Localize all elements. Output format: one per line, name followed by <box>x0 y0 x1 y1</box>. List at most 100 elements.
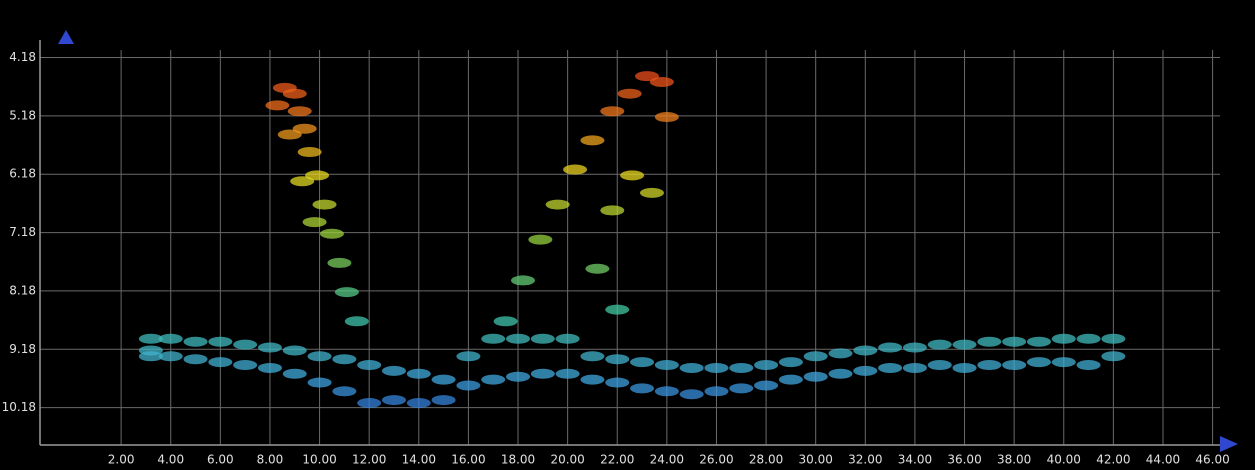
x-tick-label: 44.00 <box>1146 453 1180 467</box>
point <box>754 380 778 390</box>
x-tick-label: 20.00 <box>550 453 584 467</box>
y-tick-label: 4.18 <box>9 50 36 64</box>
chart: 2.004.006.008.0010.0012.0014.0016.0018.0… <box>0 0 1255 470</box>
point <box>481 334 505 344</box>
point <box>506 334 530 344</box>
point <box>630 383 654 393</box>
point <box>1052 357 1076 367</box>
y-tick-label: 8.18 <box>9 283 36 297</box>
x-tick-label: 4.00 <box>157 453 184 467</box>
point <box>432 375 456 385</box>
point <box>903 363 927 373</box>
x-tick-label: 16.00 <box>451 453 485 467</box>
point <box>580 375 604 385</box>
x-tick-label: 12.00 <box>352 453 386 467</box>
point <box>233 340 257 350</box>
point <box>878 343 902 353</box>
point <box>650 77 674 87</box>
point <box>456 380 480 390</box>
background <box>0 0 1255 470</box>
point <box>580 135 604 145</box>
point <box>655 360 679 370</box>
point <box>903 343 927 353</box>
y-tick-label: 10.18 <box>2 400 36 414</box>
point <box>308 378 332 388</box>
point <box>704 363 728 373</box>
x-tick-label: 26.00 <box>699 453 733 467</box>
point <box>953 340 977 350</box>
x-tick-label: 14.00 <box>402 453 436 467</box>
point <box>335 287 359 297</box>
point <box>630 357 654 367</box>
point <box>977 360 1001 370</box>
point <box>1027 337 1051 347</box>
point <box>704 386 728 396</box>
point <box>1101 334 1125 344</box>
point <box>1101 351 1125 361</box>
point <box>585 264 609 274</box>
x-tick-label: 46.00 <box>1195 453 1229 467</box>
point <box>382 366 406 376</box>
point <box>481 375 505 385</box>
point <box>332 354 356 364</box>
point <box>779 375 803 385</box>
point <box>327 258 351 268</box>
point <box>829 348 853 358</box>
point <box>853 366 877 376</box>
page: 2.004.006.008.0010.0012.0014.0016.0018.0… <box>0 0 1255 470</box>
x-tick-label: 2.00 <box>108 453 135 467</box>
point <box>754 360 778 370</box>
point <box>159 351 183 361</box>
x-tick-label: 24.00 <box>650 453 684 467</box>
y-tick-label: 6.18 <box>9 167 36 181</box>
point <box>556 334 580 344</box>
point <box>928 340 952 350</box>
point <box>407 369 431 379</box>
point <box>618 89 642 99</box>
point <box>407 398 431 408</box>
x-tick-label: 40.00 <box>1047 453 1081 467</box>
point <box>620 170 644 180</box>
point <box>258 363 282 373</box>
point <box>283 369 307 379</box>
point <box>563 165 587 175</box>
point <box>290 176 314 186</box>
point <box>1077 360 1101 370</box>
point <box>320 229 344 239</box>
point <box>605 378 629 388</box>
x-tick-label: 6.00 <box>207 453 234 467</box>
x-tick-label: 38.00 <box>997 453 1031 467</box>
x-tick-label: 42.00 <box>1096 453 1130 467</box>
point <box>655 112 679 122</box>
point <box>298 147 322 157</box>
point <box>432 395 456 405</box>
y-tick-label: 9.18 <box>9 342 36 356</box>
point <box>556 369 580 379</box>
point <box>382 395 406 405</box>
point <box>977 337 1001 347</box>
point <box>159 334 183 344</box>
point <box>278 130 302 140</box>
x-tick-label: 32.00 <box>848 453 882 467</box>
point <box>640 188 664 198</box>
point <box>804 372 828 382</box>
point <box>605 305 629 315</box>
point <box>853 345 877 355</box>
point <box>580 351 604 361</box>
point <box>829 369 853 379</box>
point <box>804 351 828 361</box>
x-tick-label: 10.00 <box>302 453 336 467</box>
point <box>928 360 952 370</box>
point <box>456 351 480 361</box>
point <box>953 363 977 373</box>
point <box>511 275 535 285</box>
point <box>265 100 289 110</box>
point <box>546 200 570 210</box>
point <box>1077 334 1101 344</box>
point <box>600 205 624 215</box>
y-tick-label: 5.18 <box>9 108 36 122</box>
point <box>345 316 369 326</box>
point <box>878 363 902 373</box>
point <box>729 383 753 393</box>
x-tick-label: 8.00 <box>257 453 284 467</box>
